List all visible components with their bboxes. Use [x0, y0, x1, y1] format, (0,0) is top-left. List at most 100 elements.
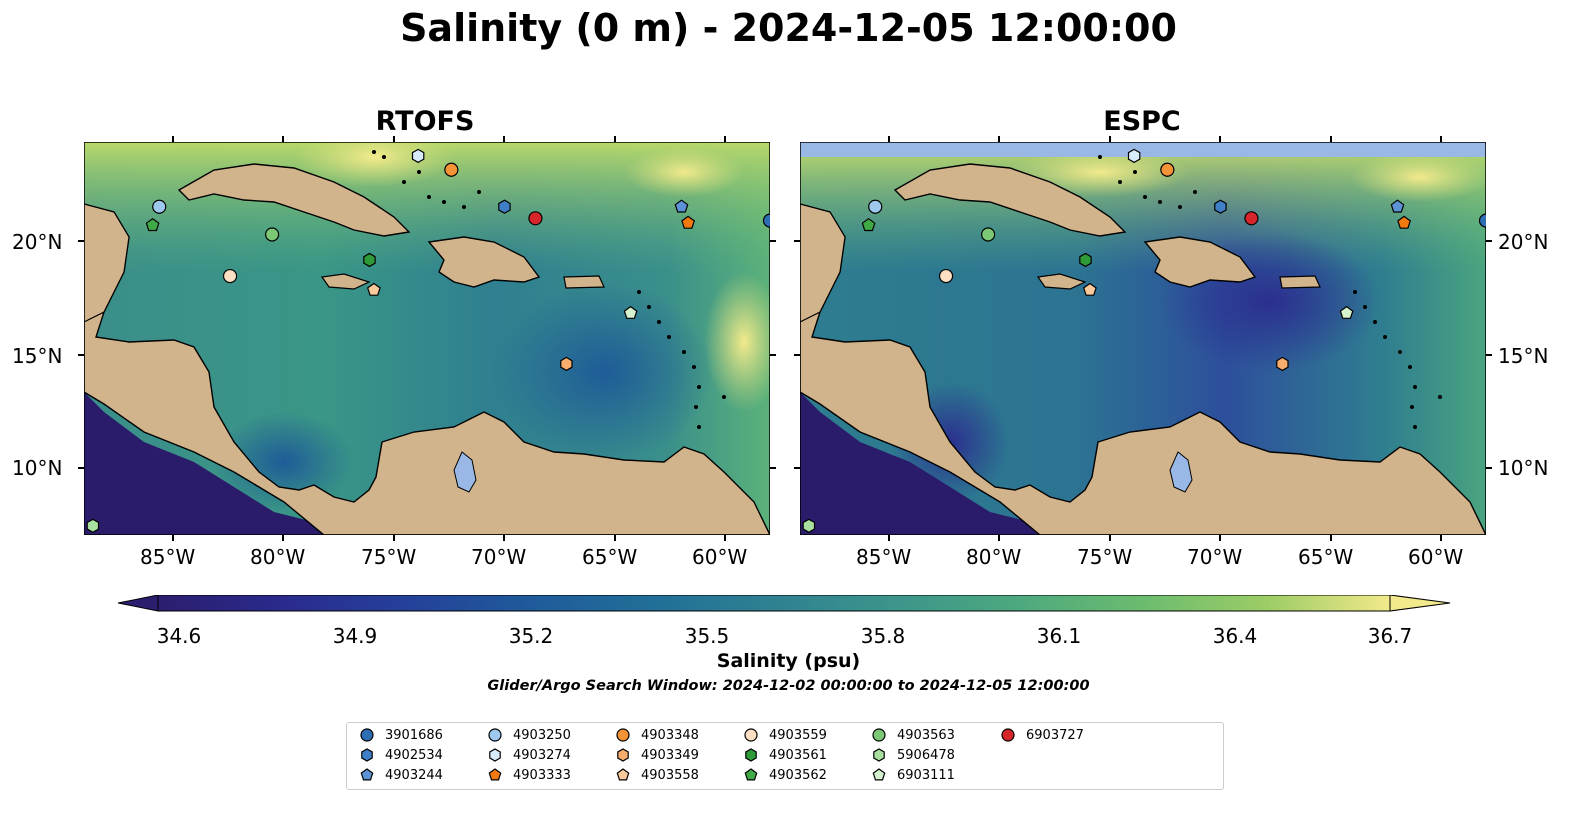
- obs-marker-3901686: [1478, 213, 1486, 228]
- legend-label: 4903274: [513, 747, 571, 763]
- legend-item: 4903348: [615, 726, 699, 744]
- bahamas: [1098, 155, 1197, 209]
- hexagon-marker-icon: [361, 748, 373, 762]
- obs-marker-6903111: [623, 305, 638, 319]
- legend-label: 4902534: [385, 747, 443, 763]
- lake-maracaibo: [453, 451, 477, 493]
- hexagon-marker-icon: [489, 748, 501, 762]
- jamaica-land: [320, 273, 371, 290]
- observation-markers: [802, 148, 1486, 533]
- obs-marker-4903244: [674, 199, 689, 213]
- colorbar-tick-label: 34.6: [156, 624, 202, 648]
- lon-tick-label: 85°W: [140, 545, 196, 569]
- pacific-ocean: [800, 392, 1060, 535]
- obs-marker-4903333: [681, 215, 696, 229]
- legend-label: 4903349: [641, 747, 699, 763]
- legend-item: 6903727: [1000, 726, 1084, 744]
- pacific-ocean: [84, 392, 344, 535]
- legend-label: 4903563: [897, 727, 955, 743]
- lon-tick-label: 85°W: [856, 545, 912, 569]
- obs-marker-5906478: [802, 518, 816, 533]
- obs-marker-4903274: [1127, 148, 1141, 164]
- obs-marker-3901686: [762, 213, 770, 228]
- obs-marker-4903274: [411, 148, 425, 164]
- obs-marker-6903727: [1244, 211, 1259, 226]
- obs-marker-4903349: [560, 356, 573, 372]
- obs-marker-6903727: [528, 211, 543, 226]
- legend-label: 4903561: [769, 747, 827, 763]
- obs-marker-6903111: [1339, 305, 1354, 319]
- map-espc: [800, 142, 1486, 535]
- hispaniola-land: [1143, 236, 1257, 288]
- circle-marker-icon: [616, 728, 630, 742]
- legend-label: 4903348: [641, 727, 699, 743]
- low-salinity-patch: [494, 282, 714, 462]
- colorbar-tick-label: 35.8: [860, 624, 906, 648]
- legend-label: 6903111: [897, 767, 955, 783]
- cuba-land: [893, 163, 1127, 237]
- legend-item: 4903274: [487, 746, 571, 764]
- colorbar-tick-label: 35.5: [684, 624, 730, 648]
- obs-marker-4903563: [980, 227, 996, 242]
- colorbar-tick-label: 36.4: [1212, 624, 1258, 648]
- circle-marker-icon: [1001, 728, 1015, 742]
- obs-marker-4902534: [498, 199, 511, 214]
- legend-item: 4903333: [487, 766, 571, 784]
- legend-label: 5906478: [897, 747, 955, 763]
- lesser-antilles: [1353, 290, 1442, 429]
- pentagon-marker-icon: [488, 768, 502, 781]
- high-salinity-patch: [624, 147, 744, 197]
- hispaniola-land: [427, 236, 541, 288]
- search-window-note: Glider/Argo Search Window: 2024-12-02 00…: [487, 678, 1090, 694]
- pentagon-marker-icon: [360, 768, 374, 781]
- obs-marker-4903349: [1276, 356, 1289, 372]
- lat-tick-label: 20°N: [12, 230, 63, 254]
- colorbar-extend-high: [1389, 595, 1451, 612]
- legend-label: 4903559: [769, 727, 827, 743]
- circle-marker-icon: [488, 728, 502, 742]
- legend-label: 4903562: [769, 767, 827, 783]
- central-america-land: [800, 203, 1486, 535]
- legend-item: 6903111: [871, 766, 955, 784]
- lon-tick-label: 60°W: [692, 545, 748, 569]
- pentagon-marker-icon: [744, 768, 758, 781]
- hexagon-marker-icon: [745, 748, 757, 762]
- legend-item: 4903244: [359, 766, 443, 784]
- obs-marker-4903348: [1160, 162, 1175, 177]
- obs-marker-4903561: [363, 252, 376, 268]
- legend-item: 4903559: [743, 726, 827, 744]
- circle-marker-icon: [744, 728, 758, 742]
- obs-marker-4903558: [366, 282, 381, 296]
- panel-title-espc: ESPC: [1103, 106, 1181, 137]
- colorbar-tick-label: 34.9: [332, 624, 378, 648]
- legend-item: 4903250: [487, 726, 571, 744]
- legend-label: 4903333: [513, 767, 571, 783]
- hexagon-marker-icon: [873, 748, 885, 762]
- legend-item: 4903562: [743, 766, 827, 784]
- legend-label: 3901686: [385, 727, 443, 743]
- lon-tick-label: 70°W: [1187, 545, 1243, 569]
- lon-tick-label: 60°W: [1408, 545, 1464, 569]
- circle-marker-icon: [872, 728, 886, 742]
- hexagon-marker-icon: [617, 748, 629, 762]
- obs-marker-4903244: [1390, 199, 1405, 213]
- legend-item: 3901686: [359, 726, 443, 744]
- colorbar-tick-label: 36.7: [1367, 624, 1413, 648]
- colorbar-tick-label: 36.1: [1036, 624, 1082, 648]
- float-legend: 3901686 4902534 4903244 4903250 4903274 49033…: [346, 722, 1224, 790]
- cuba-land: [177, 163, 411, 237]
- obs-marker-4903250: [868, 199, 883, 214]
- obs-marker-4903562: [145, 217, 160, 232]
- legend-label: 6903727: [1026, 727, 1084, 743]
- jamaica-land: [1036, 273, 1087, 290]
- lon-tick-label: 75°W: [1077, 545, 1133, 569]
- obs-marker-4903562: [861, 217, 876, 232]
- legend-label: 4903558: [641, 767, 699, 783]
- colorbar-tick-label: 35.2: [508, 624, 554, 648]
- puerto-rico-land: [1279, 275, 1321, 289]
- tick-marks: [78, 136, 1492, 541]
- legend-item: 4902534: [359, 746, 443, 764]
- legend-label: 4903244: [385, 767, 443, 783]
- legend-item: 4903561: [743, 746, 827, 764]
- colorbar-extend-low: [118, 595, 159, 612]
